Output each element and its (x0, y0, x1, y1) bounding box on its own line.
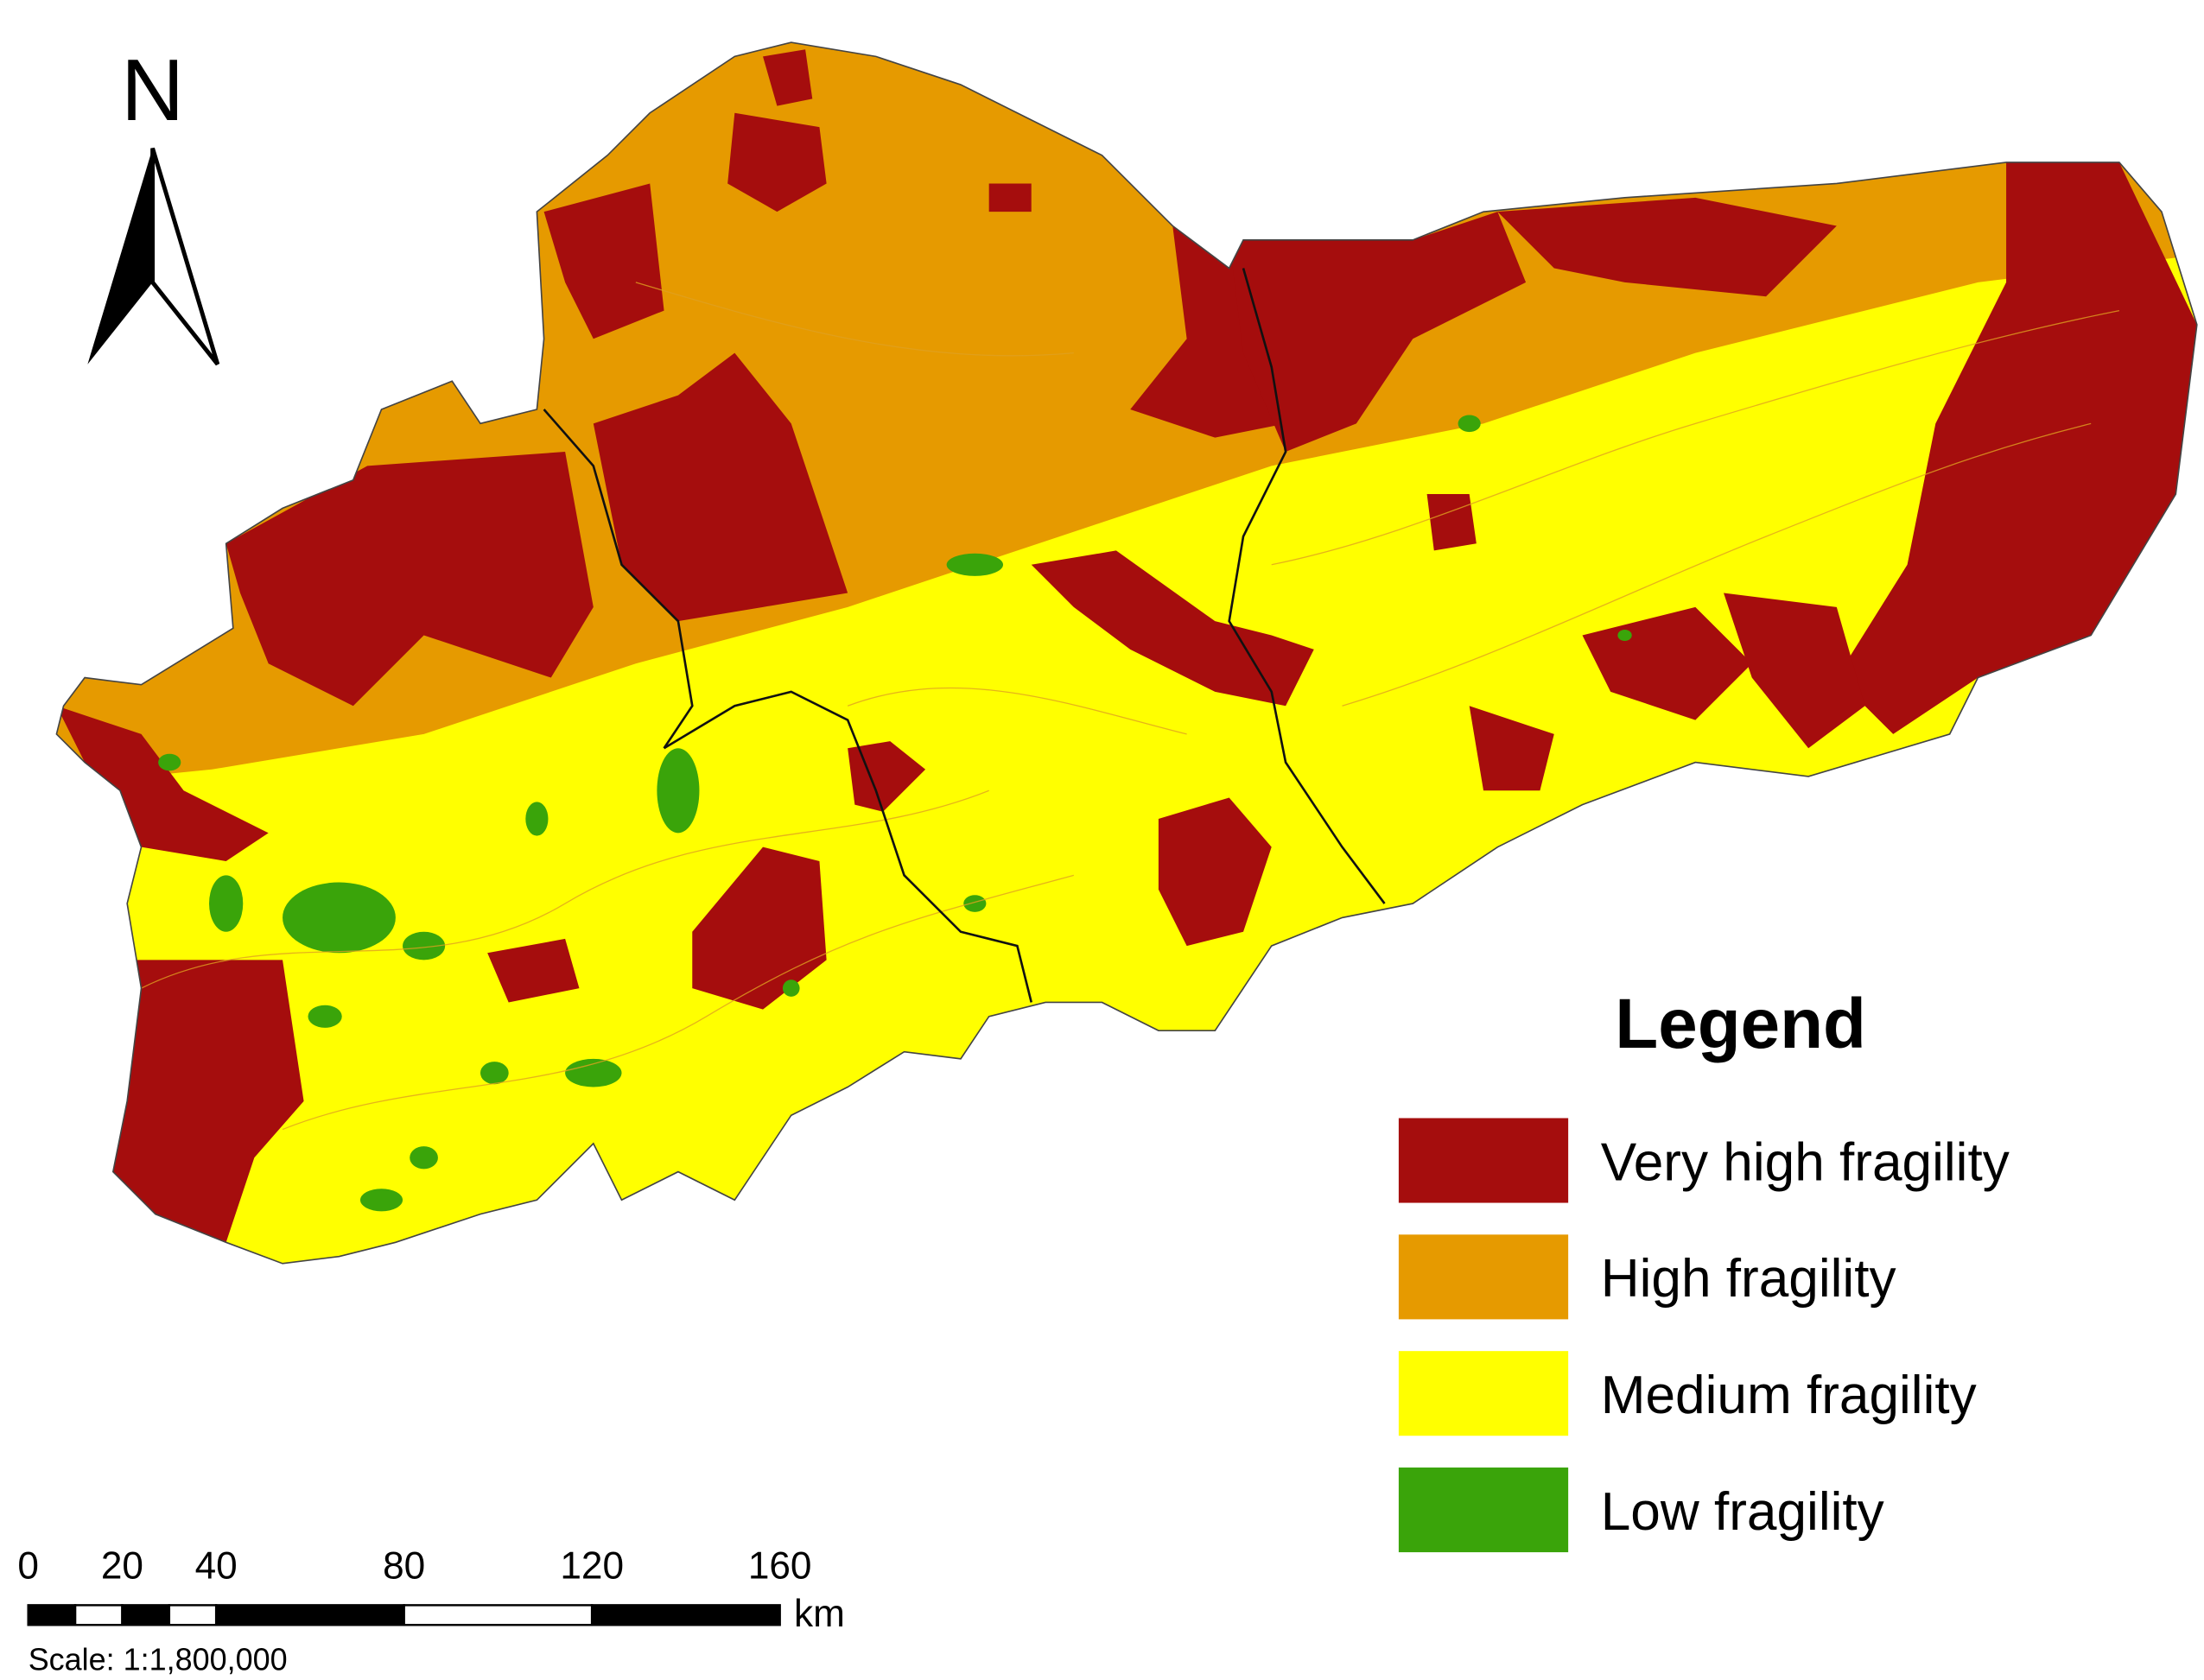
legend-label: Very high fragility (1601, 1132, 2010, 1192)
north-label: N (121, 41, 184, 139)
scale-segment (168, 1604, 218, 1626)
legend-swatch (1398, 1118, 1569, 1203)
scale-segment (590, 1604, 781, 1626)
admin-border (1228, 268, 1386, 904)
scale-segment (121, 1604, 171, 1626)
north-arrow: N (87, 41, 220, 366)
legend-label: Medium fragility (1601, 1366, 1977, 1425)
legend-swatch (1398, 1351, 1569, 1436)
scale-tick-label: 0 (17, 1544, 39, 1587)
scale-bar: 0 20 40 80 120 160 km (17, 1544, 844, 1635)
scale-segment (214, 1604, 405, 1626)
arrow-left (87, 148, 153, 365)
legend-title: Legend (1615, 985, 1866, 1063)
arrow-right (150, 147, 220, 366)
scale-segment (73, 1604, 124, 1626)
scale-tick-label: 80 (383, 1544, 425, 1587)
legend: Very high fragility High fragility Medium … (1398, 1118, 2010, 1553)
legend-swatch (1398, 1468, 1569, 1553)
legend-label: High fragility (1601, 1249, 1896, 1309)
legend-swatch (1398, 1234, 1569, 1320)
scale-tick-label: 160 (748, 1544, 812, 1587)
very-high-areas (56, 49, 2197, 1243)
scale-unit: km (794, 1593, 845, 1635)
admin-border (663, 690, 1033, 1003)
low-areas (158, 415, 1632, 1212)
scale-segment (403, 1604, 594, 1626)
scale-tick-label: 20 (101, 1544, 143, 1587)
scale-tick-label: 120 (560, 1544, 624, 1587)
admin-border (543, 409, 694, 749)
scale-tick-label: 40 (195, 1544, 238, 1587)
legend-label: Low fragility (1601, 1482, 1884, 1542)
scale-segment (27, 1604, 77, 1626)
scale-text: Scale: 1:1,800,000 (29, 1642, 288, 1677)
